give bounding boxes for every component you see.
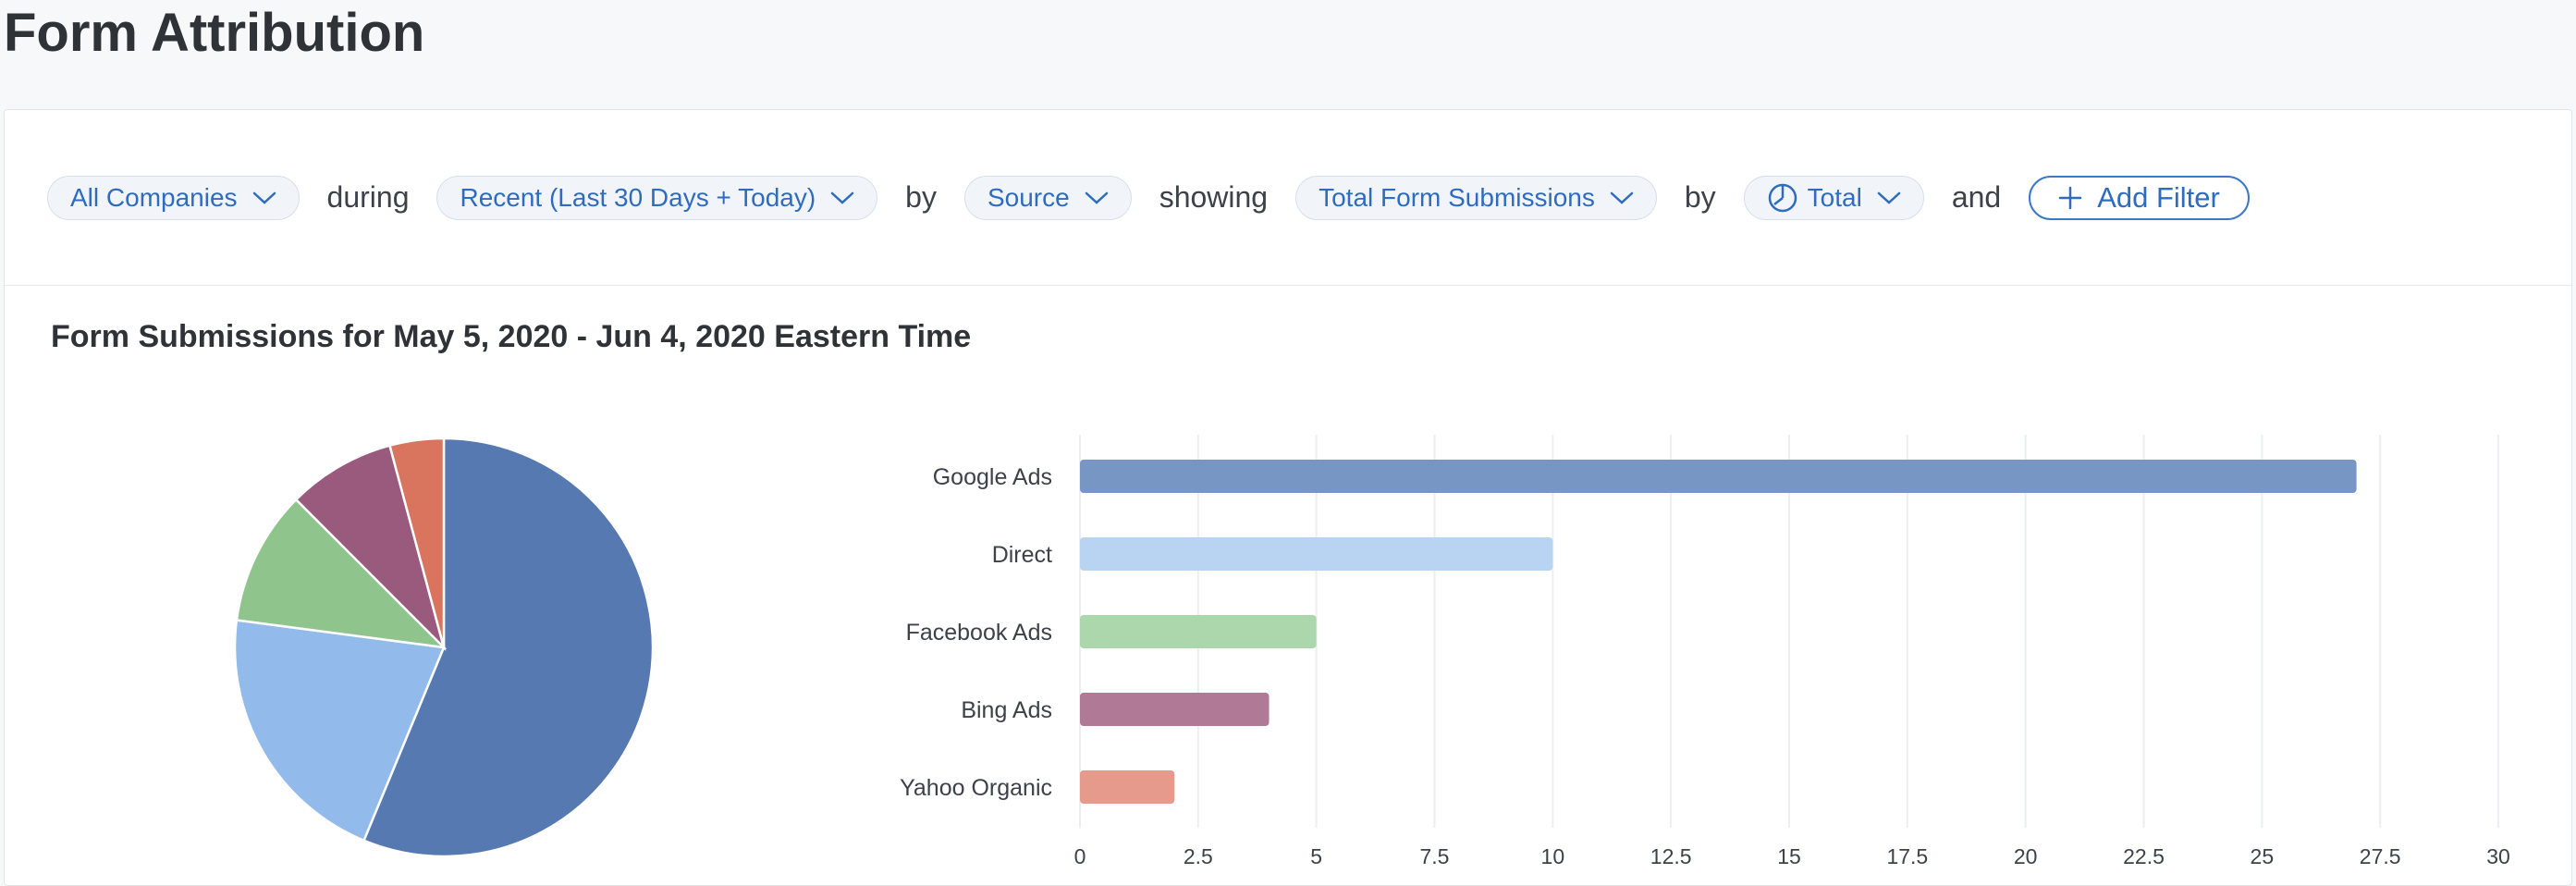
add-filter-button[interactable]: Add Filter	[2029, 175, 2250, 220]
x-tick-label: 7.5	[1420, 844, 1450, 868]
category-label: Google Ads	[933, 464, 1052, 490]
x-tick-label: 0	[1074, 844, 1086, 868]
bar-bing-ads[interactable]	[1080, 693, 1270, 726]
x-tick-label: 2.5	[1184, 844, 1213, 868]
x-tick-label: 10	[1541, 844, 1565, 868]
pie-slice-bing-ads[interactable]	[294, 444, 447, 652]
pie-chart	[233, 437, 655, 858]
x-tick-label: 15	[1777, 844, 1801, 868]
pie-slice-direct[interactable]	[233, 619, 446, 843]
pie-slice-facebook-ads[interactable]	[235, 498, 448, 649]
x-tick-label: 17.5	[1886, 844, 1928, 868]
pie-slice-yahoo-organic[interactable]	[387, 437, 446, 648]
showing-text: showing	[1159, 180, 1269, 214]
x-tick-label: 5	[1310, 844, 1322, 868]
during-text: during	[326, 180, 410, 214]
companies-dropdown-label: All Companies	[70, 182, 238, 212]
bar-chart: 0 2.5 5 7.5 10 12.5 15 17.5 20 22.5 25 27.5 30 Google…	[900, 435, 2510, 868]
page-title: Form Attribution	[4, 3, 425, 63]
clock-icon	[1768, 183, 1797, 212]
and-text: and	[1951, 180, 2002, 214]
bar-direct[interactable]	[1080, 537, 1553, 571]
group-by-dropdown-label: Source	[987, 182, 1070, 212]
chevron-down-icon	[1877, 191, 1901, 204]
date-range-dropdown[interactable]: Recent (Last 30 Days + Today)	[436, 175, 878, 220]
metric-dropdown[interactable]: Total Form Submissions	[1295, 175, 1657, 220]
bar-yahoo-organic[interactable]	[1080, 770, 1175, 804]
category-label: Direct	[992, 542, 1052, 568]
category-label: Facebook Ads	[906, 620, 1052, 646]
bar-facebook-ads[interactable]	[1080, 615, 1317, 648]
category-label: Yahoo Organic	[900, 775, 1052, 801]
filter-bar: All Companies during Recent (Last 30 Day…	[5, 110, 2571, 286]
bar-google-ads[interactable]	[1080, 460, 2357, 493]
x-tick-label: 22.5	[2123, 844, 2165, 868]
x-tick-label: 12.5	[1650, 844, 1692, 868]
period-dropdown[interactable]: Total	[1743, 175, 1924, 220]
by-text: by	[905, 180, 937, 214]
period-dropdown-label: Total	[1807, 182, 1862, 212]
date-range-dropdown-label: Recent (Last 30 Days + Today)	[460, 182, 816, 212]
metric-dropdown-label: Total Form Submissions	[1319, 182, 1595, 212]
chevron-down-icon	[1610, 191, 1634, 204]
chevron-down-icon	[830, 191, 854, 204]
x-tick-label: 27.5	[2360, 844, 2401, 868]
add-filter-label: Add Filter	[2097, 180, 2220, 214]
pie-slice-google-ads[interactable]	[362, 437, 655, 858]
x-tick-label: 25	[2251, 844, 2275, 868]
group-by-dropdown[interactable]: Source	[963, 175, 1132, 220]
chart-title: Form Submissions for May 5, 2020 - Jun 4…	[51, 319, 972, 354]
companies-dropdown[interactable]: All Companies	[47, 175, 300, 220]
x-tick-label: 20	[2014, 844, 2038, 868]
chevron-down-icon	[252, 191, 276, 204]
plus-icon	[2058, 186, 2082, 209]
x-tick-label: 30	[2486, 844, 2510, 868]
chevron-down-icon	[1085, 191, 1108, 204]
by-text: by	[1684, 180, 1716, 214]
category-label: Bing Ads	[961, 697, 1052, 723]
